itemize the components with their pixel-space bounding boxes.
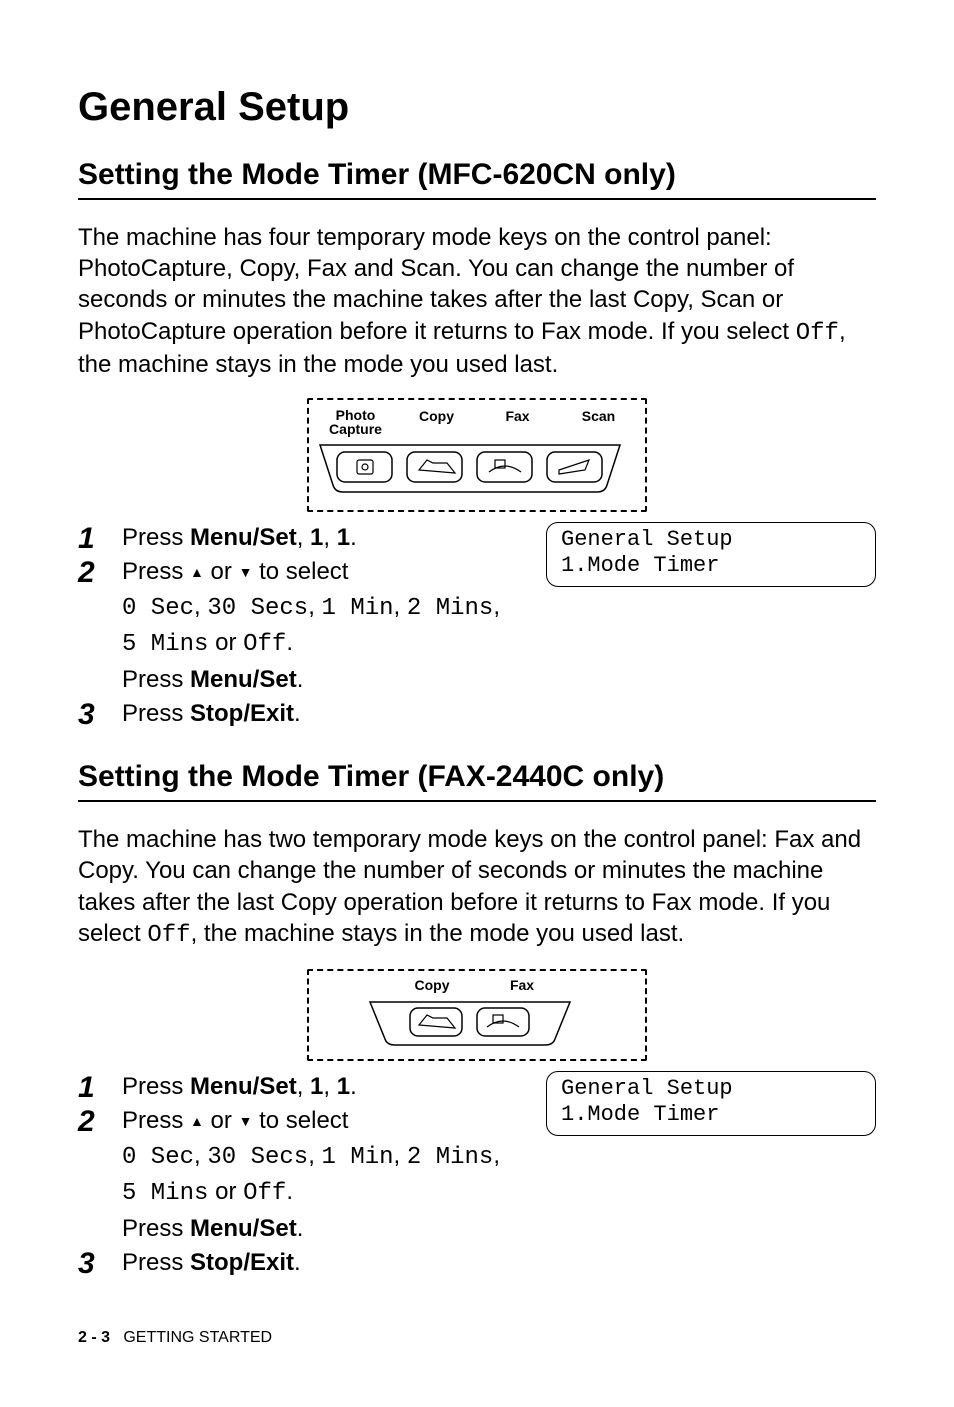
option: 30 Secs [207,595,308,622]
key-1: 1 [310,1073,323,1100]
mode-keys-diagram-4: Photo Capture Copy Fax Scan [307,398,647,512]
text: Press [122,1107,190,1134]
label: Scan [569,408,629,436]
text: Press [122,666,190,693]
text-mono: Off [147,922,190,949]
arrow-up-icon: ▲ [190,1112,204,1131]
text: Press [122,558,190,585]
text: or [204,1107,239,1134]
option: 1 Min [322,595,394,622]
option: 0 Sec [122,595,194,622]
option: 2 Mins [407,595,493,622]
text: to select [252,1107,348,1134]
step-number: 2 [78,1105,122,1137]
option: 2 Mins [407,1144,493,1171]
key-1: 1 [337,524,350,551]
text: , [308,1142,321,1169]
text: , [194,1142,207,1169]
footer-section: GETTING STARTED [123,1329,272,1346]
text: Press [122,1249,190,1276]
steps-list-2: 1 Press Menu/Set, 1, 1. 2 Press ▲ or ▼ t… [78,1071,876,1279]
option: Off [243,631,286,658]
text: , [297,524,310,551]
label: Capture [329,421,382,437]
option: 5 Mins [122,1180,208,1207]
text: , [493,593,500,620]
text: , [394,1142,407,1169]
option: 0 Sec [122,1144,194,1171]
option: 30 Secs [207,1144,308,1171]
step-number: 3 [78,1247,122,1279]
key-menuset: Menu/Set [190,666,297,693]
key-menuset: Menu/Set [190,1215,297,1242]
section-heading-1: Setting the Mode Timer (MFC-620CN only) [78,158,876,192]
label: Fax [488,408,548,436]
text: Press [122,1215,190,1242]
page-footer: 2 - 3 GETTING STARTED [78,1329,876,1347]
key-menuset: Menu/Set [190,524,297,551]
heading-rule [78,800,876,802]
text: or [204,558,239,585]
label: Copy [402,977,462,993]
page-title: General Setup [78,85,876,130]
mode-keys-svg [315,440,625,496]
key-1: 1 [310,524,323,551]
text: . [294,1249,301,1276]
section-heading-2: Setting the Mode Timer (FAX-2440C only) [78,760,876,794]
text: , [323,524,336,551]
option: 1 Min [322,1144,394,1171]
label: Fax [492,977,552,993]
key-stopexit: Stop/Exit [190,1249,294,1276]
option: 5 Mins [122,631,208,658]
arrow-up-icon: ▲ [190,563,204,582]
mode-keys-diagram-2: Copy Fax [307,969,647,1061]
text: . [297,666,304,693]
text: . [294,700,301,727]
text: or [208,629,243,656]
text: . [286,629,293,656]
text: , the machine stays in the mode you used… [191,920,685,947]
text: . [297,1215,304,1242]
text: , [297,1073,310,1100]
heading-rule [78,198,876,200]
section1-intro: The machine has four temporary mode keys… [78,222,876,380]
text: . [350,1073,357,1100]
key-stopexit: Stop/Exit [190,700,294,727]
steps-list-1: 1 Press Menu/Set, 1, 1. 2 Press ▲ or ▼ t… [78,522,876,730]
step-number: 2 [78,556,122,588]
key-menuset: Menu/Set [190,1073,297,1100]
text: , [493,1142,500,1169]
step-number: 1 [78,1071,122,1103]
text: to select [252,558,348,585]
text: , [308,593,321,620]
key-1: 1 [337,1073,350,1100]
step-number: 1 [78,522,122,554]
text: , [394,593,407,620]
arrow-down-icon: ▼ [239,563,253,582]
section2-intro: The machine has two temporary mode keys … [78,824,876,951]
text: or [208,1178,243,1205]
label: Copy [407,408,467,436]
text: Press [122,1073,190,1100]
text: . [350,524,357,551]
text: The machine has four temporary mode keys… [78,224,796,345]
arrow-down-icon: ▼ [239,1112,253,1131]
step-number: 3 [78,698,122,730]
text: , [323,1073,336,1100]
text: Press [122,524,190,551]
text: , [194,593,207,620]
page-number: 2 - 3 [78,1329,110,1346]
text: . [286,1178,293,1205]
text-mono: Off [796,320,839,347]
text: Press [122,700,190,727]
option: Off [243,1180,286,1207]
mode-keys-svg-2 [315,997,625,1047]
